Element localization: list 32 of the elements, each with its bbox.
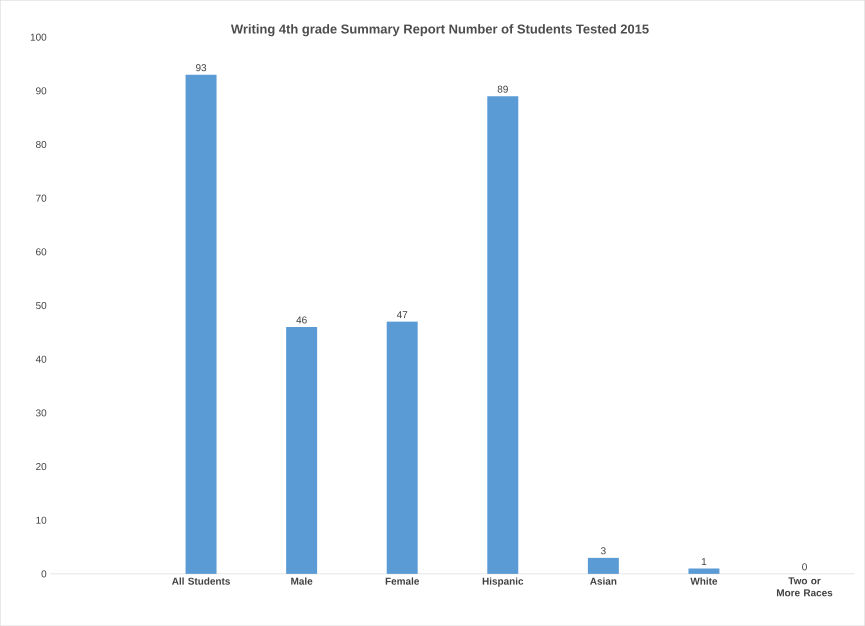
x-tick-label: Hispanic [482, 577, 524, 587]
data-label: 47 [396, 311, 408, 318]
y-tick-label: 60 [36, 248, 46, 256]
y-tick-label: 20 [36, 463, 46, 470]
bar [487, 96, 518, 574]
data-label: 3 [600, 547, 606, 554]
bar [588, 558, 619, 574]
x-tick-label: All Students [172, 577, 230, 585]
y-tick-label: 100 [30, 34, 46, 41]
data-label: 93 [196, 64, 206, 72]
y-tick-label: 10 [36, 516, 46, 524]
y-tick-label: 40 [36, 356, 46, 363]
y-tick-label: 90 [36, 87, 46, 94]
data-label: 0 [802, 563, 807, 570]
y-tick-label: 80 [36, 140, 46, 148]
y-tick-label: 70 [36, 194, 46, 202]
x-tick-label: Male [291, 577, 312, 585]
data-label: 89 [498, 86, 508, 93]
bar [386, 322, 418, 574]
y-tick-label: 50 [36, 302, 46, 310]
data-label: 46 [296, 316, 307, 324]
x-tick-label: Asian [590, 577, 616, 585]
y-tick-label: 0 [42, 570, 46, 578]
chart-title: Writing 4th grade Summary Report Number of Students Tested 2015 [230, 24, 649, 36]
y-tick-label: 30 [36, 409, 46, 416]
bar [688, 568, 720, 574]
bar [186, 74, 217, 574]
data-label: 1 [702, 558, 706, 565]
x-tick-label: Female [386, 577, 420, 585]
bar [286, 326, 318, 574]
x-tick-label: Two or More Races [776, 577, 832, 596]
x-tick-label: White [690, 577, 718, 585]
